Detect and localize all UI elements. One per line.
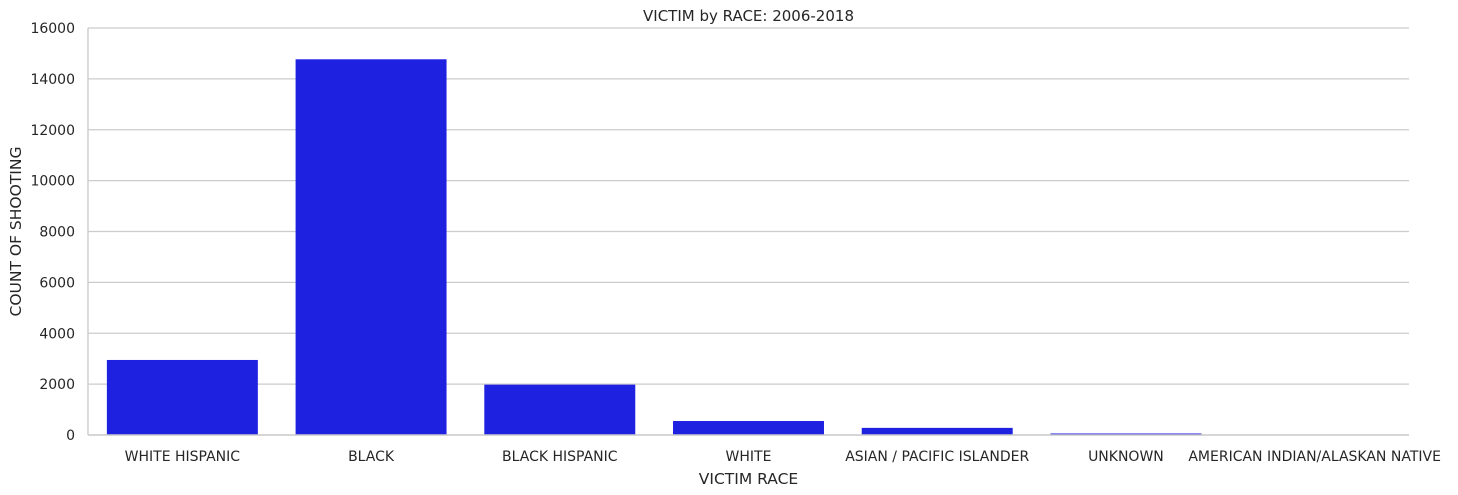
x-tick-label: UNKNOWN xyxy=(1088,449,1164,465)
y-gridlines xyxy=(88,27,1409,436)
y-tick-label: 2000 xyxy=(39,377,75,393)
y-tick-label: 4000 xyxy=(39,326,75,342)
x-axis-label: VICTIM RACE xyxy=(699,470,798,488)
bar xyxy=(861,427,1013,435)
y-axis-label: COUNT OF SHOOTING xyxy=(7,147,25,317)
y-tick-label: 14000 xyxy=(30,72,75,88)
y-tick-label: 12000 xyxy=(30,123,75,139)
bar xyxy=(295,59,447,436)
x-tick-label: AMERICAN INDIAN/ALASKAN NATIVE xyxy=(1188,449,1441,465)
x-tick-label: BLACK HISPANIC xyxy=(502,449,618,465)
bar xyxy=(106,359,258,435)
bars xyxy=(106,59,1391,436)
y-tick-label: 16000 xyxy=(30,21,75,37)
chart-title: VICTIM by RACE: 2006-2018 xyxy=(643,7,854,25)
x-tick-label: ASIAN / PACIFIC ISLANDER xyxy=(845,449,1029,465)
y-tick-label: 10000 xyxy=(30,174,75,190)
x-tick-label: BLACK xyxy=(348,449,395,465)
y-tick-labels: 0 2000 4000 6000 8000 10000 12000 14000 16000 xyxy=(30,21,75,444)
bar xyxy=(673,421,824,435)
x-tick-labels: WHITE HISPANIC BLACK BLACK HISPANIC WHITE AS… xyxy=(125,449,1441,465)
y-tick-label: 0 xyxy=(66,428,75,444)
y-tick-label: 6000 xyxy=(39,275,75,291)
y-tick-label: 8000 xyxy=(39,225,75,241)
bar xyxy=(1050,433,1202,435)
bar xyxy=(484,384,636,435)
x-tick-label: WHITE xyxy=(726,449,772,465)
x-tick-label: WHITE HISPANIC xyxy=(125,449,241,465)
axes xyxy=(87,28,1409,436)
